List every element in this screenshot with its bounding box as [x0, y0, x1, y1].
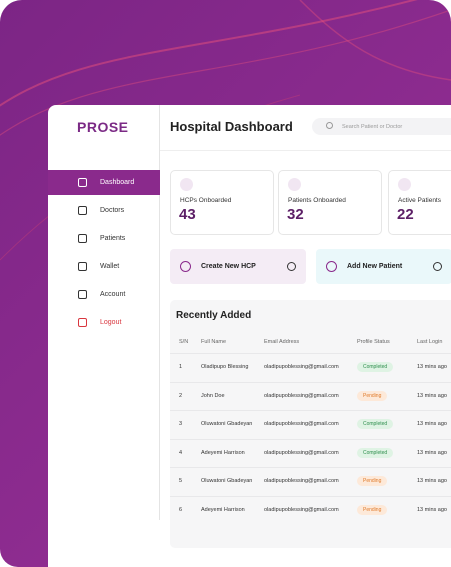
table-cell: 6 — [179, 507, 183, 513]
nav-label: Dashboard — [100, 179, 135, 186]
sidebar: PROSE Dashboard Doctors Patients Wallet Acco… — [48, 105, 160, 520]
status-badge: Pending — [357, 390, 388, 401]
row-divider — [170, 496, 451, 497]
table-cell: Adeyemi Harrison — [201, 449, 245, 456]
row-divider — [170, 353, 451, 354]
column-header: Last Login — [417, 339, 443, 345]
nav-icon — [78, 178, 87, 187]
table-cell: 13 mins ago — [417, 478, 447, 485]
table-cell: 13 mins ago — [417, 507, 447, 513]
action-button[interactable]: Add New Patient — [316, 249, 451, 284]
table-cell: oladipupoblessing@gmail.com — [264, 449, 339, 456]
table-cell: 13 mins ago — [417, 392, 447, 399]
table-cell: 13 mins ago — [417, 364, 447, 370]
table-cell: Oladipupo Blessing — [201, 364, 249, 370]
nav-label: Wallet — [100, 263, 120, 270]
nav-icon — [78, 290, 87, 299]
dashboard-window: PROSE Dashboard Doctors Patients Wallet Acco… — [48, 105, 451, 567]
stat-value: 22 — [397, 206, 414, 223]
table-cell: 4 — [179, 449, 183, 456]
table-cell: 13 mins ago — [417, 449, 447, 456]
row-divider — [170, 467, 451, 469]
status-badge: Completed — [357, 362, 394, 372]
nav-label: Patients — [100, 235, 126, 242]
stat-value: 43 — [179, 206, 196, 223]
table-cell: oladipupoblessing@gmail.com — [264, 478, 339, 485]
search-placeholder: Search Patient or Doctor — [342, 123, 403, 130]
status-badge: Pending — [357, 476, 388, 487]
action-icon — [326, 261, 337, 272]
nav-item[interactable]: Doctors — [48, 198, 160, 223]
table-cell: Adeyemi Harrison — [201, 507, 245, 513]
column-header: Email Address — [264, 339, 300, 345]
logo: PROSE — [77, 119, 129, 135]
table-cell: 3 — [179, 421, 183, 428]
nav-item[interactable]: Wallet — [48, 254, 160, 279]
action-icon — [180, 261, 191, 272]
row-divider — [170, 381, 451, 383]
table-cell: oladipupoblessing@gmail.com — [264, 392, 339, 399]
table-cell: Oluwatoni Gbadeyan — [201, 421, 253, 428]
table-cell: Oluwatoni Gbadeyan — [201, 478, 253, 485]
stat-card: Active Patients 22 — [388, 170, 451, 235]
status-badge: Pending — [357, 505, 388, 515]
status-badge: Completed — [357, 447, 394, 458]
stat-card: HCPs Onboarded 43 — [170, 170, 274, 235]
table-cell: 13 mins ago — [417, 421, 447, 428]
nav-icon — [78, 206, 87, 215]
row-divider — [170, 410, 451, 412]
nav-icon — [78, 262, 87, 271]
table-cell: John Doe — [201, 392, 225, 399]
table-cell: 1 — [179, 364, 183, 370]
stat-value: 32 — [287, 206, 304, 223]
nav-item[interactable]: Account — [48, 282, 160, 307]
nav-label: Logout — [100, 319, 122, 326]
arrow-icon — [287, 262, 296, 271]
nav-label: Doctors — [100, 207, 125, 214]
page-title: Hospital Dashboard — [170, 119, 293, 134]
column-header: S/N — [179, 339, 189, 345]
nav-item[interactable]: Patients — [48, 226, 160, 251]
search-box[interactable]: Search Patient or Doctor — [312, 118, 451, 135]
row-divider — [170, 438, 451, 440]
stat-label: Active Patients — [398, 197, 441, 204]
table-cell: oladipupoblessing@gmail.com — [264, 507, 339, 513]
nav-label: Account — [100, 291, 126, 298]
stat-icon — [398, 178, 411, 191]
action-label: Create New HCP — [201, 263, 256, 270]
table-cell: 2 — [179, 392, 183, 399]
column-header: Profile Status — [357, 339, 390, 345]
arrow-icon — [433, 262, 442, 271]
recent-table: Recently Added S/N Full Name Email Address… — [170, 300, 451, 548]
nav-icon — [78, 318, 87, 327]
action-label: Add New Patient — [347, 263, 403, 270]
table-cell: 5 — [179, 478, 183, 485]
search-icon — [326, 122, 333, 129]
stat-card: Patients Onboarded 32 — [278, 170, 382, 235]
table-cell: oladipupoblessing@gmail.com — [264, 421, 339, 428]
nav-icon — [78, 234, 87, 243]
stat-icon — [180, 178, 193, 191]
nav-item[interactable]: Logout — [48, 310, 160, 335]
stat-label: Patients Onboarded — [288, 197, 346, 204]
nav-item[interactable]: Dashboard — [48, 170, 160, 195]
stat-label: HCPs Onboarded — [180, 197, 232, 204]
action-button[interactable]: Create New HCP — [170, 249, 306, 284]
column-header: Full Name — [201, 339, 227, 345]
header-divider — [160, 150, 451, 151]
status-badge: Completed — [357, 419, 394, 430]
table-title: Recently Added — [176, 310, 252, 321]
stat-icon — [288, 178, 301, 191]
table-cell: oladipupoblessing@gmail.com — [264, 364, 339, 370]
